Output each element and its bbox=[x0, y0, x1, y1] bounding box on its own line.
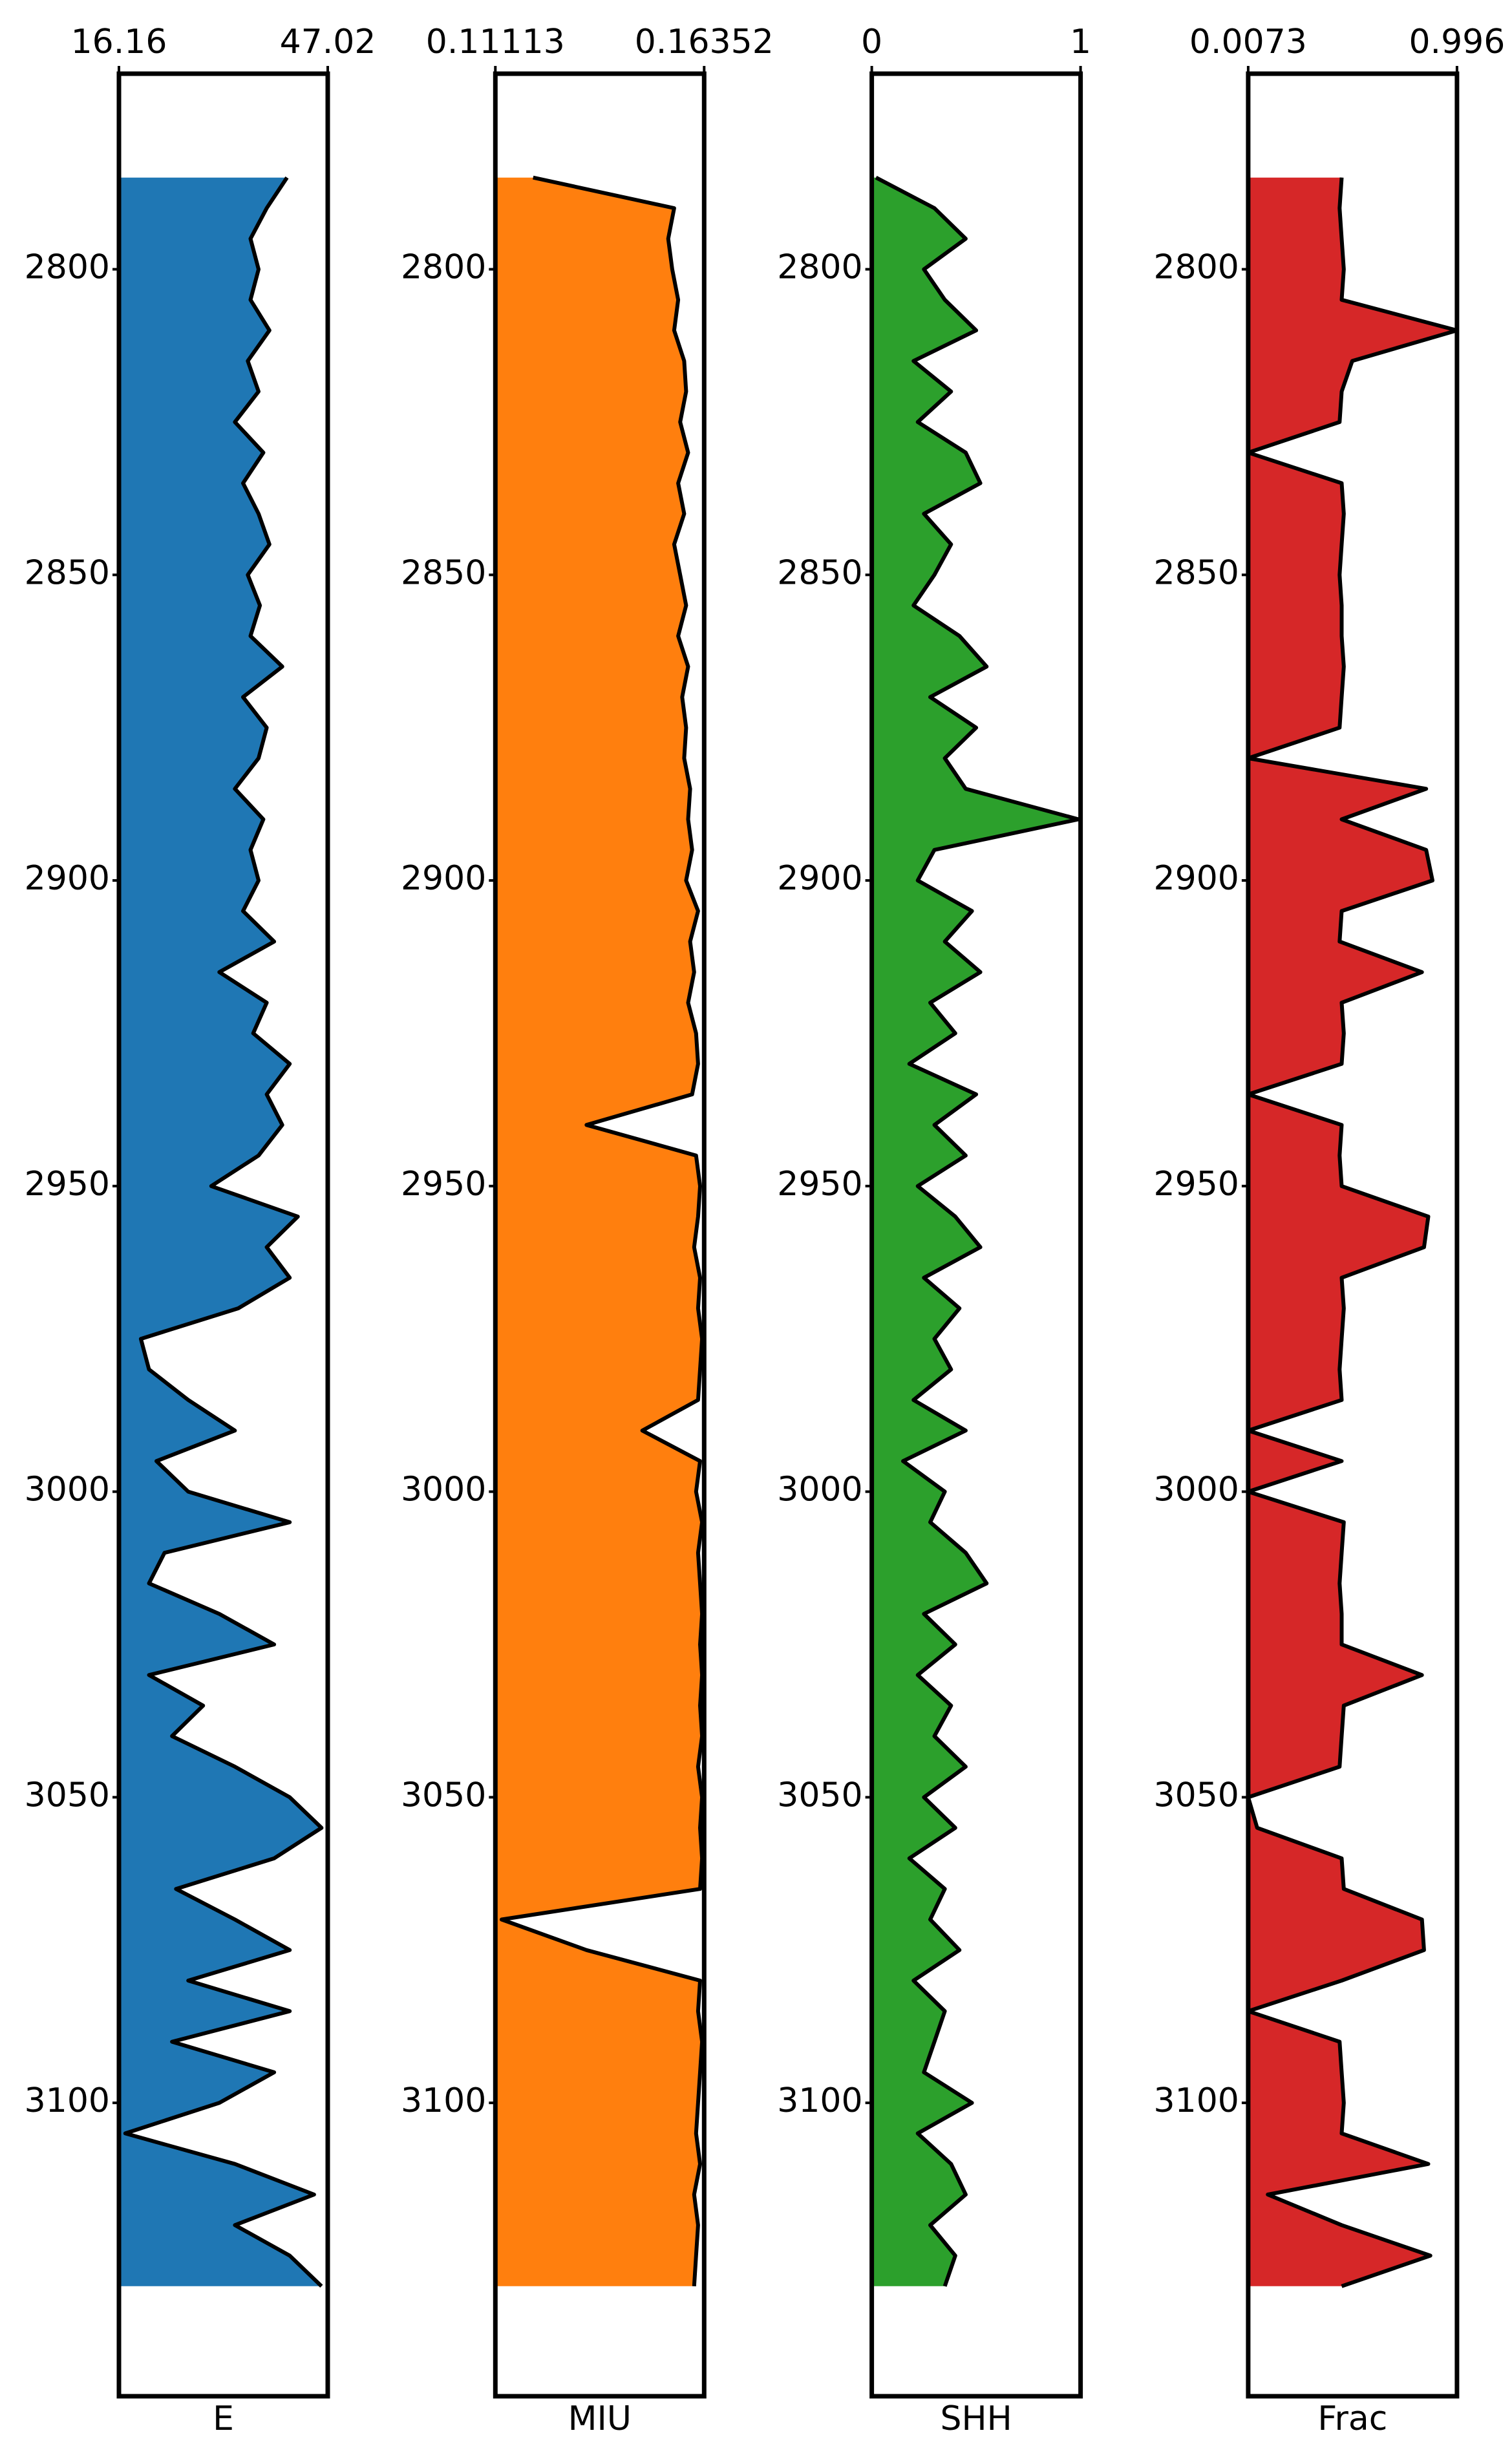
y-tick-label: 2800 bbox=[25, 248, 110, 287]
area-fill bbox=[871, 177, 1079, 2286]
log-curve bbox=[123, 176, 324, 2288]
x-tick-label: 16.16 bbox=[71, 23, 167, 61]
track-label: E bbox=[213, 2399, 234, 2438]
y-tick-label: 3050 bbox=[25, 1776, 110, 1814]
y-tick-label: 2900 bbox=[25, 859, 110, 898]
y-tick-label: 2950 bbox=[25, 1165, 110, 1204]
track-frame bbox=[869, 71, 1083, 2399]
x-tick-label: 1 bbox=[1070, 23, 1091, 61]
track-label: Frac bbox=[1317, 2399, 1387, 2438]
track-frame bbox=[493, 71, 707, 2399]
y-tick-label: 3100 bbox=[777, 2081, 862, 2120]
y-tick-label: 2850 bbox=[401, 553, 486, 592]
y-tick-label: 3000 bbox=[1154, 1471, 1239, 1509]
y-tick-label: 3050 bbox=[1154, 1776, 1239, 1814]
track-label: MIU bbox=[568, 2399, 632, 2438]
y-tick-label: 2900 bbox=[401, 859, 486, 898]
y-tick-label: 2900 bbox=[1154, 859, 1239, 898]
y-tick-label: 3050 bbox=[777, 1776, 862, 1814]
x-tick-label: 0.16352 bbox=[635, 23, 774, 61]
area-fill bbox=[1248, 177, 1457, 2286]
track-frame bbox=[116, 71, 330, 2399]
y-tick-label: 2900 bbox=[777, 859, 862, 898]
log-curve bbox=[875, 176, 1081, 2287]
y-tick-label: 3100 bbox=[25, 2081, 110, 2120]
y-tick-label: 2950 bbox=[1154, 1165, 1239, 1204]
y-tick-label: 3000 bbox=[777, 1471, 862, 1509]
area-fill bbox=[495, 177, 703, 2286]
y-tick-label: 3050 bbox=[401, 1776, 486, 1814]
x-tick-label: 0.0073 bbox=[1189, 23, 1307, 61]
track-label: SHH bbox=[940, 2399, 1012, 2438]
y-tick-label: 2950 bbox=[777, 1165, 862, 1204]
y-tick-label: 2950 bbox=[401, 1165, 486, 1204]
x-tick-label: 0.996 bbox=[1409, 23, 1505, 61]
y-tick-label: 3000 bbox=[401, 1471, 486, 1509]
log-curve bbox=[1246, 177, 1459, 2288]
y-tick-label: 3100 bbox=[401, 2081, 486, 2120]
y-tick-label: 2800 bbox=[777, 248, 862, 287]
track-frame bbox=[1246, 71, 1460, 2399]
y-tick-label: 3100 bbox=[1154, 2081, 1239, 2120]
y-tick-label: 2850 bbox=[25, 553, 110, 592]
y-tick-label: 2800 bbox=[401, 248, 486, 287]
x-tick-label: 47.02 bbox=[280, 23, 376, 61]
y-tick-label: 2850 bbox=[1154, 553, 1239, 592]
x-tick-label: 0 bbox=[861, 23, 882, 61]
y-tick-label: 2850 bbox=[777, 553, 862, 592]
x-tick-label: 0.11113 bbox=[426, 23, 565, 61]
area-fill bbox=[119, 177, 322, 2286]
y-tick-label: 2800 bbox=[1154, 248, 1239, 287]
y-tick-label: 3000 bbox=[25, 1471, 110, 1509]
log-curve bbox=[500, 175, 705, 2286]
